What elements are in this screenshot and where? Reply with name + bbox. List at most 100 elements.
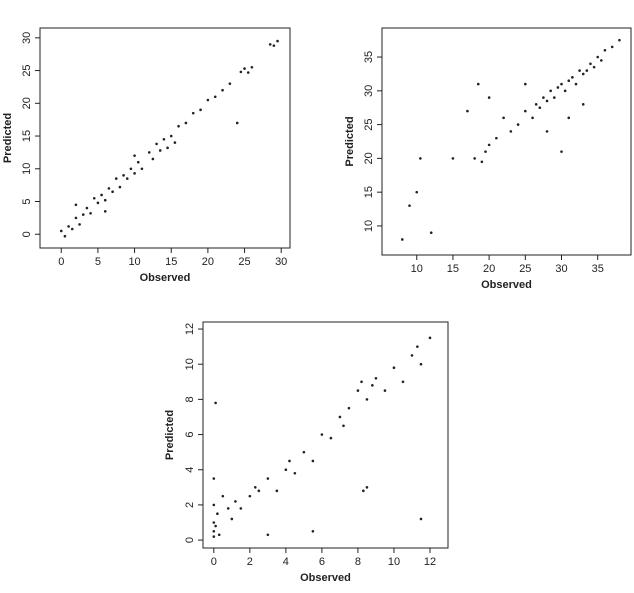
point <box>293 471 297 475</box>
x-tick-label: 20 <box>202 256 214 268</box>
y-tick-label: 35 <box>363 51 375 63</box>
point <box>239 507 243 510</box>
point <box>103 210 107 213</box>
point <box>78 223 81 226</box>
point <box>284 468 288 472</box>
point <box>92 196 96 200</box>
point <box>118 185 122 189</box>
point <box>212 477 216 480</box>
point <box>600 59 603 62</box>
point <box>419 517 423 521</box>
point <box>542 96 545 99</box>
point <box>356 389 360 392</box>
point <box>266 477 270 480</box>
point <box>74 203 78 207</box>
point <box>246 71 250 74</box>
y-tick-label: 30 <box>21 32 33 44</box>
point <box>212 503 216 507</box>
plot-frame <box>381 27 632 256</box>
point <box>567 116 571 120</box>
point <box>276 39 279 43</box>
y-tick-label: 10 <box>21 163 33 175</box>
point <box>272 44 276 47</box>
point <box>610 45 614 49</box>
point <box>574 82 578 86</box>
x-tick-label: 4 <box>283 556 289 568</box>
point <box>206 98 210 102</box>
point <box>476 82 480 86</box>
point <box>81 213 85 216</box>
point <box>217 533 221 537</box>
y-axis-label: Predicted <box>2 113 14 163</box>
point <box>581 72 585 76</box>
point <box>302 450 306 454</box>
y-tick-label: 10 <box>363 220 375 232</box>
point <box>524 82 527 86</box>
point <box>487 143 491 147</box>
point <box>212 521 216 524</box>
x-tick-label: 0 <box>211 556 217 568</box>
point <box>136 160 140 164</box>
y-tick-label: 20 <box>363 152 375 164</box>
point <box>140 167 144 171</box>
point <box>85 206 89 210</box>
y-tick-label: 30 <box>363 85 375 97</box>
x-tick-label: 5 <box>95 256 101 268</box>
point <box>214 401 217 405</box>
point <box>243 67 246 70</box>
point <box>184 121 188 125</box>
y-tick-label: 0 <box>184 537 196 543</box>
point <box>89 211 92 215</box>
point <box>410 354 414 357</box>
point <box>556 86 560 89</box>
y-axis-label: Predicted <box>164 410 176 460</box>
point <box>250 65 254 69</box>
point <box>162 138 166 141</box>
point <box>59 229 63 233</box>
y-tick-label: 6 <box>184 431 196 437</box>
x-tick-label: 12 <box>424 556 436 568</box>
point <box>191 111 195 115</box>
point <box>401 380 405 384</box>
x-axis-label: Observed <box>300 572 351 584</box>
point <box>581 103 585 106</box>
x-axis-label: Observed <box>481 279 532 291</box>
point <box>531 116 534 120</box>
point <box>235 121 239 125</box>
y-tick-label: 10 <box>184 358 196 370</box>
point <box>603 48 607 52</box>
x-tick-label: 30 <box>275 256 287 268</box>
point <box>563 89 567 93</box>
point <box>288 459 291 463</box>
point <box>429 231 433 235</box>
point <box>383 389 387 392</box>
point <box>592 65 596 69</box>
point <box>585 69 589 72</box>
point <box>63 234 67 238</box>
point <box>466 109 469 113</box>
point <box>509 130 513 133</box>
point <box>234 500 237 503</box>
y-tick-label: 15 <box>21 130 33 142</box>
point <box>230 517 234 521</box>
point <box>226 507 230 510</box>
point <box>133 172 136 175</box>
point <box>147 151 151 154</box>
point <box>408 204 411 207</box>
point <box>484 150 487 153</box>
point <box>213 95 217 99</box>
point <box>275 489 279 493</box>
point <box>365 486 369 489</box>
point <box>129 167 133 171</box>
point <box>248 494 252 498</box>
point <box>545 130 549 133</box>
point <box>552 96 556 99</box>
point <box>419 362 423 366</box>
y-tick-label: 4 <box>184 467 196 473</box>
point <box>103 198 107 202</box>
point <box>567 79 571 82</box>
point <box>416 345 419 348</box>
point <box>133 154 136 157</box>
y-tick-label: 12 <box>184 323 196 335</box>
point <box>257 489 261 493</box>
